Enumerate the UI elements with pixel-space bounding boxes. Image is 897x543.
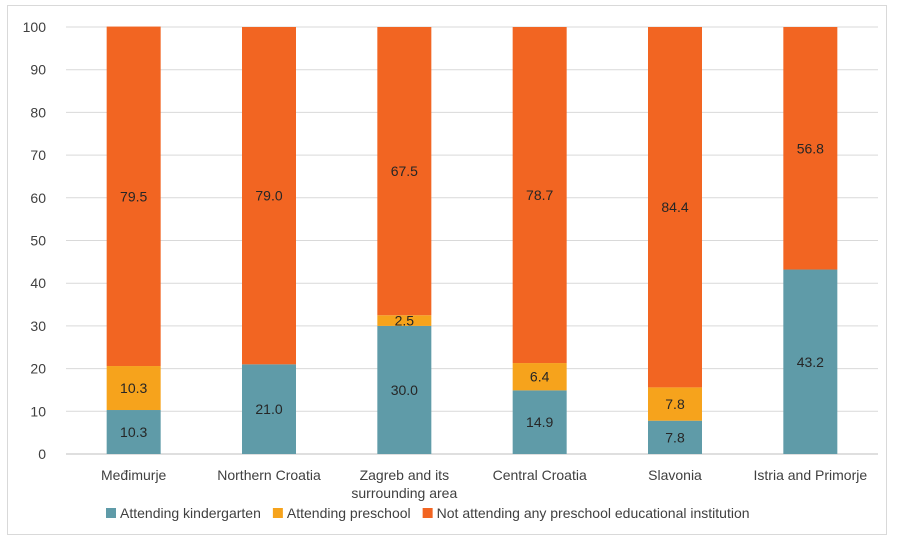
bar-segment-1-6 <box>783 269 838 454</box>
x-tick-label: Northern Croatia <box>217 467 321 483</box>
chart-frame: 0 10 20 30 40 50 60 70 80 90 100 10.3 10.3 79.5 21.0 7… <box>7 5 887 535</box>
stacked-bar-chart: 0 10 20 30 40 50 60 70 80 90 100 10.3 10.3 79.5 21.0 7… <box>23 19 878 521</box>
bar-segment-3-5 <box>648 27 702 388</box>
legend-swatch-1 <box>106 508 116 518</box>
y-tick-label: 80 <box>30 104 46 120</box>
data-label: 67.5 <box>391 163 418 179</box>
bar-segment-2-5 <box>648 387 702 421</box>
bar-segment-3-4 <box>512 27 567 364</box>
y-tick-label: 30 <box>30 318 46 334</box>
data-label: 2.5 <box>395 313 415 329</box>
y-tick-label: 70 <box>30 147 46 163</box>
y-tick-label: 10 <box>30 403 46 419</box>
legend-label-3: Not attending any preschool educational … <box>437 505 750 521</box>
bar-segment-1-4 <box>512 390 567 454</box>
data-label: 78.7 <box>526 187 553 203</box>
data-label: 14.9 <box>526 414 553 430</box>
y-axis-ticks: 0 10 20 30 40 50 60 70 80 90 100 <box>23 19 47 462</box>
y-tick-label: 50 <box>30 233 46 249</box>
data-label: 30.0 <box>391 382 418 398</box>
data-label: 84.4 <box>661 199 688 215</box>
bar-segment-3-1 <box>106 26 161 367</box>
x-tick-label: Međimurje <box>101 467 167 483</box>
data-label: 79.0 <box>255 188 282 204</box>
y-tick-label: 0 <box>38 446 46 462</box>
y-tick-label: 90 <box>30 62 46 78</box>
bar-segment-1-5 <box>648 420 702 454</box>
bar-segment-3-3 <box>377 27 432 316</box>
data-label: 10.3 <box>120 380 147 396</box>
bar-segment-2-4 <box>512 363 567 391</box>
data-label: 79.5 <box>120 188 147 204</box>
data-label: 7.8 <box>665 396 685 412</box>
legend-label-1: Attending kindergarten <box>120 505 261 521</box>
y-tick-label: 40 <box>30 275 46 291</box>
data-label: 7.8 <box>665 429 685 445</box>
bar-segment-3-6 <box>783 27 838 270</box>
data-label: 56.8 <box>797 140 824 156</box>
legend: Attending kindergarten Attending preschoo… <box>106 505 750 521</box>
data-label: 43.2 <box>797 354 824 370</box>
data-label: 21.0 <box>255 401 282 417</box>
x-axis-labels: Međimurje Northern Croatia Zagreb and its s… <box>101 467 867 501</box>
y-tick-label: 60 <box>30 190 46 206</box>
bar-segment-1-1 <box>106 410 161 454</box>
y-tick-label: 100 <box>23 19 47 35</box>
legend-swatch-3 <box>422 508 433 518</box>
x-tick-label: Zagreb and its surrounding area <box>351 467 457 501</box>
legend-label-2: Attending preschool <box>287 505 411 521</box>
bar-segment-2-1 <box>106 366 161 411</box>
x-tick-label: Central Croatia <box>493 467 587 483</box>
x-tick-label: Slavonia <box>648 467 702 483</box>
bar-segment-1-3 <box>377 325 432 454</box>
bars: 10.3 10.3 79.5 21.0 79.0 30.0 2.5 67.5 14.9 6.4 78… <box>106 26 838 454</box>
data-label: 6.4 <box>530 369 550 385</box>
x-tick-label: Istria and Primorje <box>754 467 868 483</box>
bar-segment-3-2 <box>242 27 296 365</box>
bar-segment-1-2 <box>242 364 296 454</box>
legend-swatch-2 <box>272 508 283 518</box>
bar-segment-2-3 <box>377 315 432 326</box>
data-label: 10.3 <box>120 424 147 440</box>
y-tick-label: 20 <box>30 361 46 377</box>
gridlines <box>66 26 878 455</box>
